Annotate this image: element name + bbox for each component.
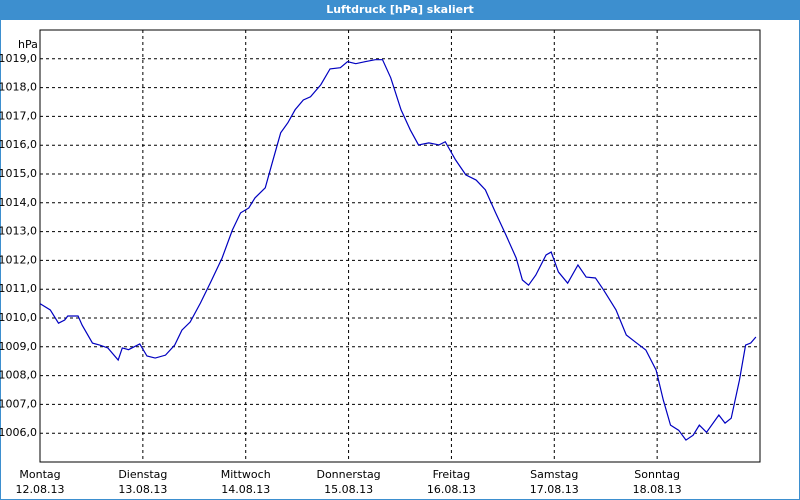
- x-tick-date: 14.08.13: [221, 483, 270, 496]
- y-tick-label: 1016,0: [0, 138, 37, 151]
- x-tick-date: 15.08.13: [324, 483, 373, 496]
- x-tick-label: Montag: [19, 468, 60, 481]
- y-tick-label: 1010,0: [0, 311, 37, 324]
- y-tick-label: 1011,0: [0, 282, 37, 295]
- x-tick-label: Donnerstag: [316, 468, 380, 481]
- y-tick-label: 1013,0: [0, 225, 37, 238]
- y-tick-label: 1017,0: [0, 109, 37, 122]
- y-tick-label: 1012,0: [0, 253, 37, 266]
- y-tick-label: 1007,0: [0, 397, 37, 410]
- x-tick-date: 12.08.13: [16, 483, 65, 496]
- y-tick-label: 1008,0: [0, 369, 37, 382]
- x-tick-date: 17.08.13: [530, 483, 579, 496]
- chart-title: Luftdruck [hPa] skaliert: [326, 3, 474, 16]
- x-tick-date: 18.08.13: [633, 483, 682, 496]
- y-tick-label: 1006,0: [0, 426, 37, 439]
- y-tick-label: 1015,0: [0, 167, 37, 180]
- y-tick-label: 1019,0: [0, 52, 37, 65]
- x-tick-date: 16.08.13: [427, 483, 476, 496]
- x-tick-label: Dienstag: [118, 468, 167, 481]
- data-line: [39, 59, 757, 441]
- x-tick-date: 13.08.13: [118, 483, 167, 496]
- y-tick-label: 1009,0: [0, 340, 37, 353]
- x-tick-label: Sonntag: [634, 468, 680, 481]
- x-tick-label: Samstag: [530, 468, 578, 481]
- title-bar: [0, 0, 800, 20]
- y-tick-label: 1014,0: [0, 196, 37, 209]
- x-tick-label: Mittwoch: [221, 468, 271, 481]
- y-tick-label: 1018,0: [0, 81, 37, 94]
- y-axis-unit: hPa: [18, 38, 38, 51]
- x-tick-label: Freitag: [433, 468, 471, 481]
